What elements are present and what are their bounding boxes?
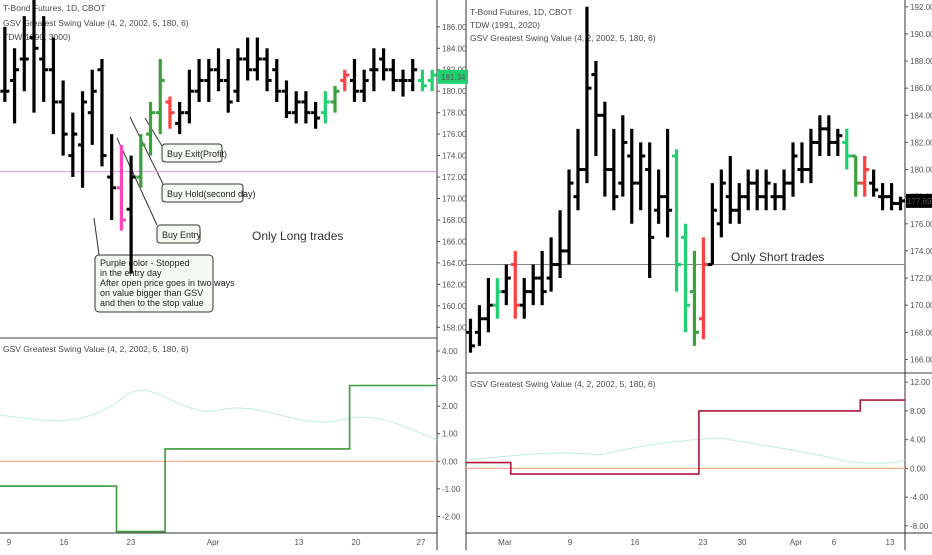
left-sub-axis-label: 3.00 xyxy=(442,375,458,384)
right-last-price-tag xyxy=(906,193,932,208)
left-sub-axis-label: 1.00 xyxy=(442,430,458,439)
right-price-axis-label: 166.00 xyxy=(910,355,932,364)
right-x-axis-label: Apr xyxy=(790,538,803,547)
left-price-axis-label: 186.00 xyxy=(442,23,467,32)
left-title: T-Bond Futures, 1D, CBOT xyxy=(3,3,106,13)
right-sub-axis-label: 12.00 xyxy=(910,378,931,387)
purple-line-5: and then to the stop value xyxy=(100,298,204,308)
left-sub-axis-label: -2.00 xyxy=(442,512,461,521)
right-x-axis-label: 13 xyxy=(886,538,895,547)
left-x-axis-label: 27 xyxy=(417,538,426,547)
left-price-axis-label: 160.00 xyxy=(442,302,467,311)
right-note: Only Short trades xyxy=(731,250,824,264)
left-sub-axis-label: 0.00 xyxy=(442,457,458,466)
left-price-axis-label: 166.00 xyxy=(442,237,467,246)
right-sub-gsv-line xyxy=(466,399,905,475)
left-sub-label: GSV Greatest Swing Value (4, 2, 2002, 5,… xyxy=(3,344,189,354)
left-price-axis-label: 172.00 xyxy=(442,173,467,182)
right-price-axis-label: 180.00 xyxy=(910,166,932,175)
left-sub-axis-label: 4.00 xyxy=(442,347,458,356)
right-price-axis-label: 170.00 xyxy=(910,301,932,310)
right-price-axis-label: 182.00 xyxy=(910,138,932,147)
callout-buy-exit-text: Buy Exit(Profit) xyxy=(167,149,227,159)
right-price-axis-label: 172.00 xyxy=(910,274,932,283)
left-last-price-text: 181.34 xyxy=(441,73,466,82)
callout-buy-exit: Buy Exit(Profit) xyxy=(144,117,227,163)
left-x-axis-label: 9 xyxy=(7,538,12,547)
callout-buy-hold: Buy Hold(second day) xyxy=(129,116,256,203)
right-sub-axis-label: -4.00 xyxy=(910,493,929,502)
right-sub-axis-label: 4.00 xyxy=(910,436,926,445)
callout-buy-entry-text: Buy Entry xyxy=(162,230,202,240)
right-tdw-line xyxy=(465,437,906,464)
left-sub-axis-label: 2.00 xyxy=(442,402,458,411)
right-indicator-label: GSV Greatest Swing Value (4, 2, 2002, 5,… xyxy=(470,33,656,43)
right-x-axis-label: 16 xyxy=(631,538,640,547)
right-price-axis-label: 188.00 xyxy=(910,57,932,66)
right-sub-axis-label: 8.00 xyxy=(910,407,926,416)
left-price-axis-label: 184.00 xyxy=(442,44,467,53)
left-price-axis-label: 174.00 xyxy=(442,152,467,161)
right-tdw-label: TDW (1991, 2020) xyxy=(470,20,540,30)
right-price-axis-label: 186.00 xyxy=(910,84,932,93)
left-indicator-label: GSV Greatest Swing Value (4, 2, 2002, 5,… xyxy=(3,18,189,28)
callout-buy-hold-text: Buy Hold(second day) xyxy=(167,189,256,199)
purple-line-1: Purple color - Stopped xyxy=(100,258,190,268)
left-price-axis-label: 170.00 xyxy=(442,195,467,204)
right-x-axis-label: Mar xyxy=(498,538,512,547)
purple-line-4: on value bigger than GSV xyxy=(100,288,203,298)
left-tdw-line xyxy=(0,389,438,441)
left-price-axis-label: 180.00 xyxy=(442,87,467,96)
right-price-axis-label: 176.00 xyxy=(910,220,932,229)
right-last-price-text: 177.69 xyxy=(907,197,932,206)
left-x-axis-label: 23 xyxy=(127,538,136,547)
right-x-axis-label: 30 xyxy=(738,538,747,547)
left-x-axis-label: 16 xyxy=(60,538,69,547)
left-note: Only Long trades xyxy=(252,229,343,243)
left-price-axis-label: 176.00 xyxy=(442,130,467,139)
left-last-price-tag xyxy=(438,69,468,84)
left-tdw-label: TDW(1990, 3000) xyxy=(3,32,71,42)
callout-buy-entry: Buy Entry xyxy=(116,137,202,244)
right-sub-axis-label: -8.00 xyxy=(910,522,929,531)
left-price-axis-label: 162.00 xyxy=(442,280,467,289)
left-price-axis-label: 164.00 xyxy=(442,259,467,268)
right-price-axis-label: 168.00 xyxy=(910,328,932,337)
right-x-axis-label: 6 xyxy=(832,538,837,547)
left-price-axis-label: 178.00 xyxy=(442,109,467,118)
right-price-axis-label: 174.00 xyxy=(910,247,932,256)
right-x-axis-label: 9 xyxy=(568,538,573,547)
right-price-axis-label: 192.00 xyxy=(910,3,932,12)
left-sub-axis-label: -1.00 xyxy=(442,485,461,494)
left-x-axis-label: 20 xyxy=(352,538,361,547)
left-x-axis-label: Apr xyxy=(207,538,220,547)
right-title: T-Bond Futures, 1D, CBOT xyxy=(470,7,573,17)
left-price-axis-label: 168.00 xyxy=(442,216,467,225)
left-price-axis-label: 158.00 xyxy=(442,323,467,332)
right-price-axis-label: 184.00 xyxy=(910,111,932,120)
right-sub-label: GSV Greatest Swing Value (4, 2, 2002, 5,… xyxy=(470,379,656,389)
right-sub-axis-label: 0.00 xyxy=(910,464,926,473)
left-sub-gsv-line xyxy=(0,384,437,533)
left-x-axis-label: 13 xyxy=(295,538,304,547)
purple-line-3: After open price goes in two ways xyxy=(100,278,235,288)
right-price-axis-label: 190.00 xyxy=(910,30,932,39)
right-x-axis-label: 23 xyxy=(699,538,708,547)
